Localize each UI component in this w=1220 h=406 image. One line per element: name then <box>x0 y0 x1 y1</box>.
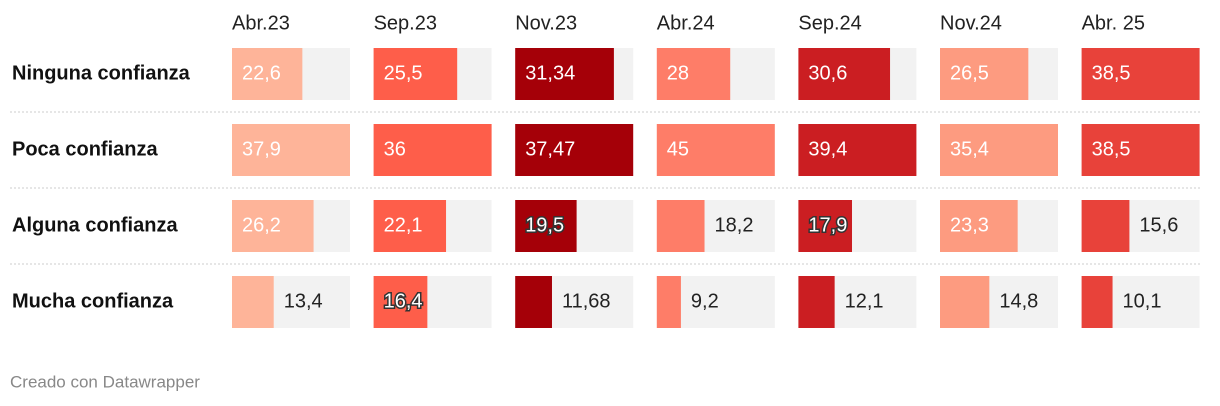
value-label: 11,68 <box>562 290 611 312</box>
bar <box>373 276 428 328</box>
bar <box>656 200 705 252</box>
value-label: 25,5 <box>384 62 423 84</box>
bar <box>515 276 552 328</box>
bar <box>798 124 917 176</box>
column-header: Sep.24 <box>798 12 861 34</box>
bar <box>940 276 990 328</box>
value-label: 45 <box>667 138 689 160</box>
value-label: 38,5 <box>1092 138 1131 160</box>
value-label: 9,2 <box>691 290 719 312</box>
value-label: 39,4 <box>808 138 847 160</box>
value-label: 15,6 <box>1139 214 1178 236</box>
bar <box>515 124 634 176</box>
row-label: Alguna confianza <box>12 214 178 236</box>
bar <box>373 48 458 100</box>
value-label: 17,9 <box>808 214 847 236</box>
value-label: 14,8 <box>999 290 1038 312</box>
bar <box>515 200 577 252</box>
column-header: Abr. 25 <box>1082 12 1145 34</box>
bar <box>798 48 891 100</box>
bar <box>373 124 492 176</box>
value-label: 38,5 <box>1092 62 1131 84</box>
bar <box>656 48 731 100</box>
bar <box>232 124 350 176</box>
bar <box>798 276 835 328</box>
bar <box>940 124 1058 176</box>
bar <box>940 200 1018 252</box>
value-label: 26,2 <box>242 214 281 236</box>
bar <box>515 48 614 100</box>
value-label: 37,47 <box>525 138 575 160</box>
value-label: 31,34 <box>525 62 575 84</box>
column-header: Nov.23 <box>515 12 577 34</box>
value-label: 22,1 <box>384 214 423 236</box>
value-label: 37,9 <box>242 138 281 160</box>
column-header: Sep.23 <box>374 12 437 34</box>
row-label: Mucha confianza <box>12 290 174 312</box>
row-label: Poca confianza <box>12 138 158 160</box>
bar <box>373 200 447 252</box>
value-label: 16,4 <box>384 290 423 312</box>
bar <box>1081 48 1200 100</box>
value-label: 19,5 <box>525 214 564 236</box>
bar <box>1081 124 1200 176</box>
value-label: 28 <box>667 62 689 84</box>
value-label: 35,4 <box>950 138 989 160</box>
row-label: Ninguna confianza <box>12 62 191 84</box>
column-header: Abr.23 <box>232 12 290 34</box>
value-label: 23,3 <box>950 214 989 236</box>
value-label: 10,1 <box>1123 290 1162 312</box>
bar <box>1081 276 1113 328</box>
bar <box>656 124 775 176</box>
credit: Creado con Datawrapper <box>10 372 200 391</box>
column-header: Nov.24 <box>940 12 1002 34</box>
bar <box>1081 200 1130 252</box>
bar <box>232 48 303 100</box>
bar <box>656 276 681 328</box>
bar <box>232 200 314 252</box>
value-label: 12,1 <box>845 290 884 312</box>
value-label: 18,2 <box>715 214 754 236</box>
bar <box>232 276 274 328</box>
value-label: 22,6 <box>242 62 281 84</box>
column-header: Abr.24 <box>657 12 715 34</box>
value-label: 30,6 <box>808 62 847 84</box>
bar <box>940 48 1029 100</box>
value-label: 26,5 <box>950 62 989 84</box>
value-label: 13,4 <box>284 290 323 312</box>
value-label: 36 <box>384 138 406 160</box>
bar <box>798 200 853 252</box>
